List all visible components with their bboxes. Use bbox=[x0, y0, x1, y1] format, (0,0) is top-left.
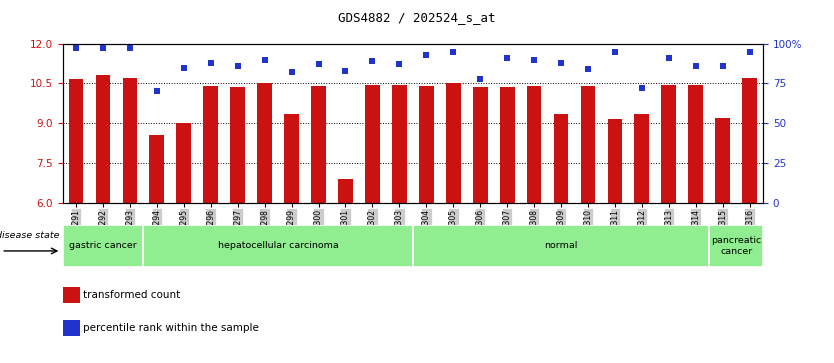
Bar bbox=[123, 78, 138, 203]
Point bbox=[446, 49, 460, 54]
Bar bbox=[716, 118, 730, 203]
Bar bbox=[580, 86, 595, 203]
Bar bbox=[63, 287, 80, 303]
Point bbox=[69, 45, 83, 51]
Point bbox=[636, 85, 649, 91]
Bar bbox=[230, 87, 245, 203]
Point bbox=[312, 61, 325, 67]
Point bbox=[339, 68, 352, 74]
Bar bbox=[413, 225, 709, 267]
Bar bbox=[143, 225, 413, 267]
Bar bbox=[661, 85, 676, 203]
Bar bbox=[392, 85, 407, 203]
Bar bbox=[688, 85, 703, 203]
Bar bbox=[635, 114, 650, 203]
Point bbox=[716, 63, 730, 69]
Point bbox=[177, 65, 190, 70]
Bar bbox=[96, 75, 110, 203]
Bar bbox=[419, 86, 434, 203]
Text: gastric cancer: gastric cancer bbox=[69, 241, 137, 250]
Point bbox=[204, 60, 218, 66]
Bar bbox=[607, 119, 622, 203]
Bar bbox=[338, 179, 353, 203]
Text: transformed count: transformed count bbox=[83, 290, 180, 300]
Point bbox=[366, 58, 379, 64]
Bar bbox=[284, 114, 299, 203]
Point bbox=[743, 49, 756, 54]
Bar bbox=[742, 78, 757, 203]
Text: disease state: disease state bbox=[0, 231, 60, 240]
Point bbox=[96, 45, 109, 51]
Bar bbox=[177, 123, 191, 203]
Bar bbox=[365, 85, 379, 203]
Point bbox=[581, 66, 595, 72]
Point bbox=[527, 57, 540, 62]
Bar bbox=[554, 114, 569, 203]
Text: pancreatic
cancer: pancreatic cancer bbox=[711, 236, 761, 256]
Text: hepatocellular carcinoma: hepatocellular carcinoma bbox=[218, 241, 339, 250]
Point bbox=[258, 57, 271, 62]
Text: percentile rank within the sample: percentile rank within the sample bbox=[83, 323, 259, 333]
Text: normal: normal bbox=[545, 241, 578, 250]
Bar bbox=[63, 320, 80, 336]
Bar bbox=[257, 83, 272, 203]
Point bbox=[285, 69, 299, 75]
Point bbox=[393, 61, 406, 67]
Point bbox=[662, 55, 676, 61]
Point bbox=[689, 63, 702, 69]
Bar bbox=[446, 83, 460, 203]
Bar bbox=[311, 86, 326, 203]
Bar bbox=[473, 87, 488, 203]
Bar bbox=[500, 87, 515, 203]
Point bbox=[420, 52, 433, 58]
Bar bbox=[203, 86, 219, 203]
Point bbox=[474, 76, 487, 82]
Point bbox=[150, 89, 163, 94]
Point bbox=[123, 45, 137, 51]
Bar bbox=[149, 135, 164, 203]
Point bbox=[608, 49, 621, 54]
Bar bbox=[527, 86, 541, 203]
Bar bbox=[68, 79, 83, 203]
Point bbox=[555, 60, 568, 66]
Point bbox=[500, 55, 514, 61]
Point bbox=[231, 63, 244, 69]
Bar bbox=[63, 225, 143, 267]
Bar bbox=[709, 225, 763, 267]
Text: GDS4882 / 202524_s_at: GDS4882 / 202524_s_at bbox=[339, 11, 495, 24]
